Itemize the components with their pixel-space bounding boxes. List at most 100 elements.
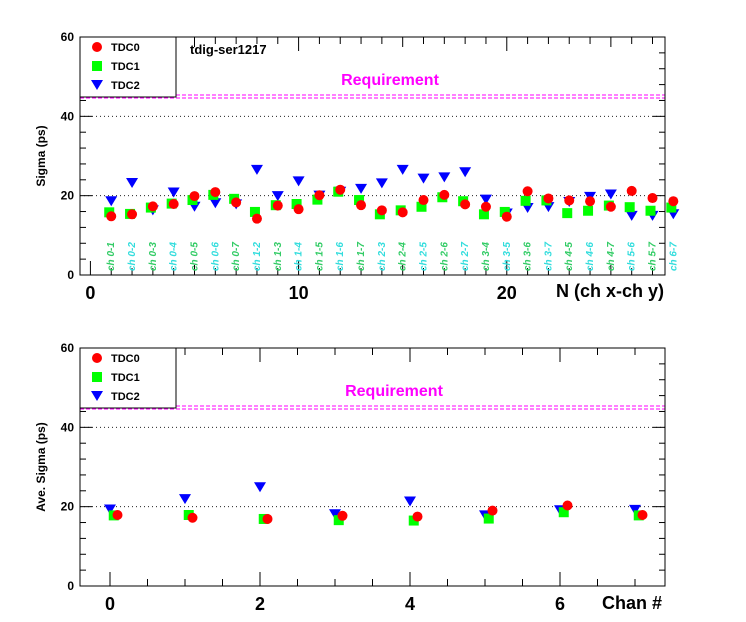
top-pair-label: ch 3-4 [481, 242, 492, 271]
bottom-legend-marker-tdc0 [92, 353, 102, 363]
top-y-tick-label: 0 [67, 268, 74, 282]
bottom-point-tdc2 [179, 494, 191, 505]
top-point-tdc1 [291, 198, 302, 209]
top-pair-label: ch 1-7 [356, 242, 367, 271]
top-point-tdc0 [668, 196, 679, 207]
top-point-tdc1 [583, 205, 594, 216]
top-pair-label: ch 2-3 [377, 242, 388, 271]
top-x-tick-label: 10 [289, 283, 309, 303]
bottom-legend-marker-tdc1 [92, 372, 102, 382]
top-point-tdc1 [562, 208, 573, 219]
top-x-tick-label: 0 [85, 283, 95, 303]
bottom-requirement-lines [80, 405, 665, 410]
top-legend-label-tdc2: TDC2 [111, 80, 140, 92]
top-pair-label: ch 1-6 [335, 242, 346, 271]
top-pair-label: ch 5-6 [627, 242, 638, 271]
top-point-tdc0 [210, 187, 221, 198]
top-point-tdc0 [127, 209, 138, 220]
bottom-x-tick-label: 0 [105, 594, 115, 614]
top-point-tdc2 [396, 164, 409, 175]
top-pair-label: ch 0-2 [127, 242, 138, 271]
top-pair-label: ch 0-7 [231, 242, 242, 271]
top-point-tdc0 [356, 200, 367, 211]
top-pair-label: ch 0-3 [148, 242, 159, 271]
top-legend-marker-tdc1 [92, 61, 102, 71]
top-pair-label: ch 4-6 [585, 242, 596, 271]
top-pair-label: ch 2-7 [460, 242, 471, 271]
bottom-point-tdc0 [112, 509, 123, 520]
top-annotation: tdig-ser1217 [190, 42, 267, 57]
top-pair-label: ch 2-6 [439, 242, 450, 271]
bottom-legend-label-tdc2: TDC2 [111, 391, 140, 403]
top-point-tdc1 [354, 195, 365, 206]
bottom-point-tdc2 [104, 504, 116, 515]
bottom-x-tick-label: 4 [405, 594, 415, 614]
top-legend-marker-tdc0 [92, 42, 102, 52]
top-point-tdc2 [209, 198, 222, 209]
top-legend-label-tdc1: TDC1 [111, 61, 140, 73]
top-point-tdc0 [168, 198, 179, 209]
top-point-tdc0 [501, 211, 512, 222]
top-pair-label: ch 0-6 [210, 242, 221, 271]
top-data-points [104, 164, 680, 224]
top-point-tdc2 [479, 194, 492, 205]
bottom-point-tdc2 [629, 504, 641, 515]
top-point-tdc2 [417, 173, 430, 184]
top-point-tdc0 [106, 211, 117, 222]
top-pair-label: ch 1-3 [273, 242, 284, 271]
bottom-axes: 0 20 40 60 0 2 4 6 [61, 341, 665, 614]
top-pair-label: ch 2-5 [419, 242, 430, 271]
top-point-tdc1 [416, 201, 427, 212]
bottom-point-tdc0 [337, 510, 348, 521]
top-pair-label: ch 4-5 [564, 242, 575, 271]
bottom-y-tick-label: 60 [61, 341, 75, 355]
top-axes: 0 20 40 60 0 10 20 [61, 30, 665, 303]
top-point-tdc0 [189, 191, 200, 202]
top-point-tdc1 [499, 206, 510, 217]
bottom-chart: Requirement 0 20 40 60 0 2 4 6 TDC0 TDC1 TDC2 A… [34, 341, 666, 614]
top-point-tdc0 [480, 201, 491, 212]
top-point-tdc0 [647, 193, 658, 204]
bottom-y-tick-label: 0 [67, 579, 74, 593]
bottom-data-points [104, 482, 648, 526]
top-point-tdc0 [585, 196, 596, 207]
top-point-tdc2 [355, 183, 368, 194]
top-requirement-lines [80, 94, 665, 99]
bottom-point-tdc1 [408, 515, 419, 526]
top-point-tdc2 [271, 191, 284, 202]
bottom-x-tick-label: 2 [255, 594, 265, 614]
bottom-x-axis-title: Chan # [602, 593, 662, 613]
top-y-tick-label: 40 [61, 109, 75, 123]
bottom-legend: TDC0 TDC1 TDC2 [79, 347, 177, 409]
top-pair-label: ch 1-2 [252, 242, 263, 271]
top-pair-label: ch 6-7 [668, 242, 679, 271]
top-pair-label: ch 2-4 [398, 242, 409, 271]
top-point-tdc0 [231, 197, 242, 208]
top-point-tdc2 [604, 189, 617, 200]
top-point-tdc2 [292, 176, 305, 187]
top-point-tdc1 [624, 202, 635, 213]
bottom-y-tick-label: 20 [61, 500, 75, 514]
top-y-tick-label: 20 [61, 189, 75, 203]
top-point-tdc0 [293, 204, 304, 215]
top-point-tdc1 [478, 209, 489, 220]
top-point-tdc0 [522, 186, 533, 197]
top-point-tdc0 [543, 193, 554, 204]
top-point-tdc0 [314, 190, 325, 201]
top-y-axis-title: Sigma (ps) [34, 125, 48, 186]
top-pair-label: ch 5-7 [648, 242, 659, 271]
top-legend: TDC0 TDC1 TDC2 [79, 36, 177, 98]
top-point-tdc0 [460, 199, 471, 210]
bottom-point-tdc0 [487, 505, 498, 516]
bottom-y-tick-label: 40 [61, 420, 75, 434]
bottom-point-tdc2 [329, 509, 341, 520]
top-pair-label: ch 4-7 [606, 242, 617, 271]
bottom-point-tdc1 [483, 513, 494, 524]
bottom-point-tdc2 [254, 482, 266, 493]
top-y-tick-label: 60 [61, 30, 75, 44]
top-point-tdc2 [625, 210, 638, 221]
top-pair-label: ch 1-5 [314, 242, 325, 271]
bottom-point-tdc0 [412, 511, 423, 522]
top-requirement-label: Requirement [341, 72, 439, 89]
top-point-tdc0 [439, 189, 450, 200]
